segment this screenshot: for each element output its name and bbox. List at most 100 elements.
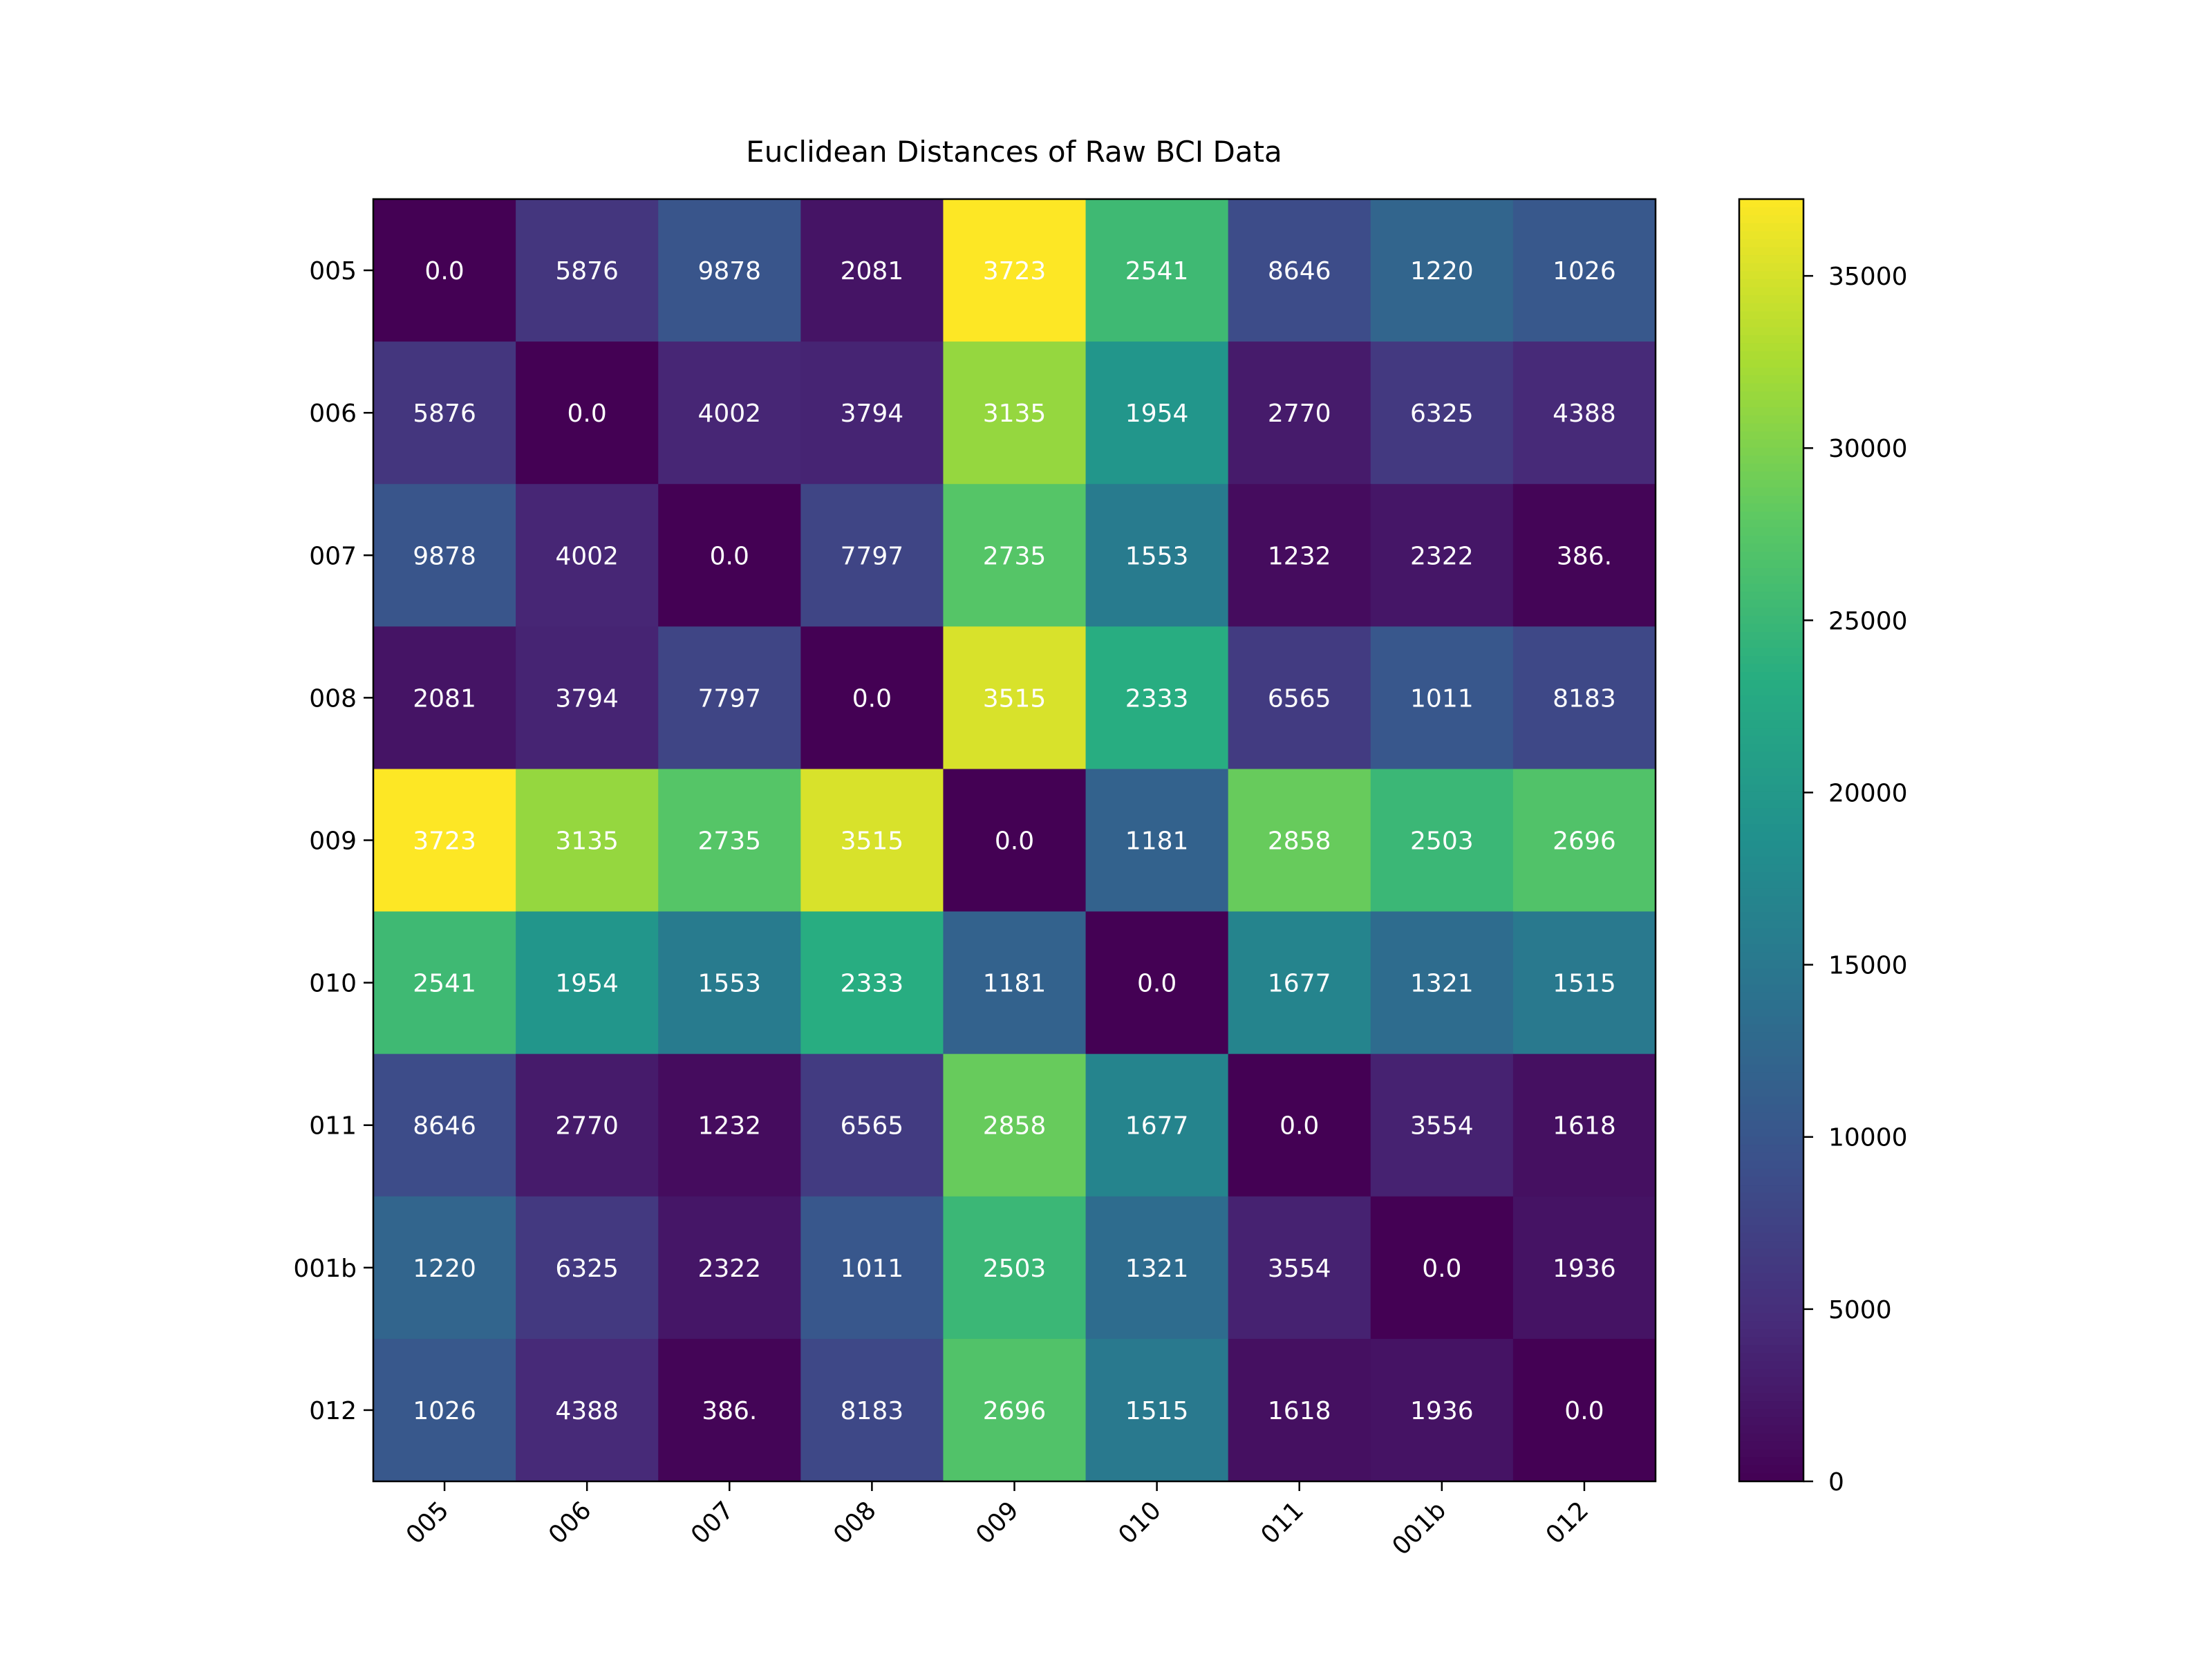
- colorbar-slice: [1739, 238, 1803, 248]
- cell-value-label: 1321: [1125, 1255, 1189, 1283]
- colorbar-slice: [1739, 1248, 1803, 1258]
- cell-value-label: 2322: [697, 1255, 761, 1283]
- heatmap-cell: [943, 769, 1087, 912]
- cell-value-label: 1954: [555, 970, 619, 998]
- cell-value-label: 3723: [983, 257, 1047, 285]
- heatmap-cell: [943, 1196, 1087, 1340]
- cell-value-label: 0.0: [568, 400, 607, 428]
- colorbar-slice: [1739, 1232, 1803, 1241]
- cell-value-label: 2770: [555, 1112, 619, 1141]
- colorbar-slice: [1739, 359, 1803, 368]
- colorbar-slice: [1739, 1409, 1803, 1418]
- colorbar-slice: [1739, 423, 1803, 433]
- colorbar-tick-label: 10000: [1828, 1124, 1908, 1152]
- cell-value-label: 1181: [983, 970, 1047, 998]
- heatmap-cell: [1370, 1338, 1514, 1482]
- colorbar-slice: [1739, 1449, 1803, 1459]
- colorbar-slice: [1739, 351, 1803, 360]
- cell-value-label: 2696: [983, 1397, 1047, 1425]
- colorbar-slice: [1739, 1121, 1803, 1130]
- heatmap-cell: [1512, 626, 1656, 770]
- heatmap-cells: [373, 199, 1656, 1482]
- heatmap-cell: [1228, 626, 1371, 770]
- colorbar-slice: [1739, 287, 1803, 296]
- colorbar-slice: [1739, 944, 1803, 953]
- colorbar-slice: [1739, 1321, 1803, 1330]
- heatmap-cell: [658, 199, 801, 342]
- colorbar-slice: [1739, 343, 1803, 353]
- heatmap-cell: [658, 626, 801, 770]
- colorbar-tick-label: 25000: [1828, 607, 1908, 635]
- colorbar-slice: [1739, 431, 1803, 440]
- colorbar-slice: [1739, 872, 1803, 881]
- colorbar-slice: [1739, 1105, 1803, 1114]
- y-tick-label: 005: [309, 257, 357, 285]
- colorbar-slice: [1739, 583, 1803, 592]
- colorbar-axis: 0 5000 10000 15000 20000 25000 30000 35000: [1803, 263, 1908, 1497]
- cell-value-label: 6325: [1410, 400, 1474, 428]
- x-tick-label: 008: [828, 1496, 882, 1550]
- heatmap-cell: [1228, 199, 1371, 342]
- colorbar-slice: [1739, 415, 1803, 424]
- x-tick-label: 009: [971, 1496, 1024, 1550]
- colorbar-slice: [1739, 880, 1803, 889]
- cell-value-label: 1232: [1268, 542, 1331, 570]
- heatmap-cell: [1512, 1338, 1656, 1482]
- heatmap-cell: [658, 1053, 801, 1197]
- cell-value-label: 2858: [1268, 827, 1331, 856]
- colorbar-slice: [1739, 503, 1803, 512]
- colorbar-tick-label: 15000: [1828, 952, 1908, 980]
- heatmap-cell: [658, 769, 801, 912]
- colorbar-slice: [1739, 1112, 1803, 1122]
- colorbar-slice: [1739, 447, 1803, 456]
- colorbar-slice: [1739, 791, 1803, 801]
- colorbar-slice: [1739, 856, 1803, 865]
- heatmap-cell: [658, 911, 801, 1055]
- cell-value-label: 1011: [841, 1255, 904, 1283]
- colorbar-slice: [1739, 1217, 1803, 1226]
- heatmap-cell: [658, 1196, 801, 1340]
- colorbar-slice: [1739, 1096, 1803, 1105]
- colorbar-slice: [1739, 744, 1803, 753]
- colorbar-slice: [1739, 512, 1803, 521]
- cell-value-label: 0.0: [1137, 970, 1177, 998]
- colorbar-slice: [1739, 832, 1803, 841]
- colorbar-slice: [1739, 1353, 1803, 1362]
- cell-value-label: 4388: [1553, 400, 1616, 428]
- colorbar-slice: [1739, 552, 1803, 561]
- colorbar-slice: [1739, 1465, 1803, 1474]
- colorbar-slice: [1739, 760, 1803, 769]
- colorbar-slice: [1739, 215, 1803, 224]
- heatmap-cell: [516, 199, 659, 342]
- cell-value-label: 6565: [841, 1112, 904, 1141]
- colorbar-slice: [1739, 1425, 1803, 1434]
- heatmap-cell: [1512, 484, 1656, 627]
- colorbar-slice: [1739, 1313, 1803, 1322]
- colorbar-slice: [1739, 679, 1803, 689]
- heatmap-cell: [800, 626, 944, 770]
- cell-value-label: 3794: [841, 400, 904, 428]
- heatmap-cell: [1512, 769, 1656, 912]
- colorbar-gradient: [1739, 199, 1803, 1482]
- colorbar-slice: [1739, 615, 1803, 625]
- colorbar-slice: [1739, 487, 1803, 496]
- colorbar-slice: [1739, 816, 1803, 825]
- colorbar-slice: [1739, 1281, 1803, 1290]
- colorbar-slice: [1739, 479, 1803, 489]
- heatmap-cell: [516, 1053, 659, 1197]
- colorbar-slice: [1739, 840, 1803, 849]
- colorbar-slice: [1739, 1024, 1803, 1033]
- colorbar-slice: [1739, 231, 1803, 240]
- colorbar-slice: [1739, 1152, 1803, 1162]
- colorbar-slice: [1739, 592, 1803, 601]
- colorbar-slice: [1739, 808, 1803, 817]
- colorbar-slice: [1739, 1040, 1803, 1049]
- heatmap-cell: [1228, 484, 1371, 627]
- colorbar-slice: [1739, 535, 1803, 545]
- colorbar-slice: [1739, 263, 1803, 272]
- cell-value-label: 1181: [1125, 827, 1189, 856]
- colorbar-slice: [1739, 1297, 1803, 1306]
- heatmap-cell: [1085, 626, 1229, 770]
- colorbar-slice: [1739, 1393, 1803, 1402]
